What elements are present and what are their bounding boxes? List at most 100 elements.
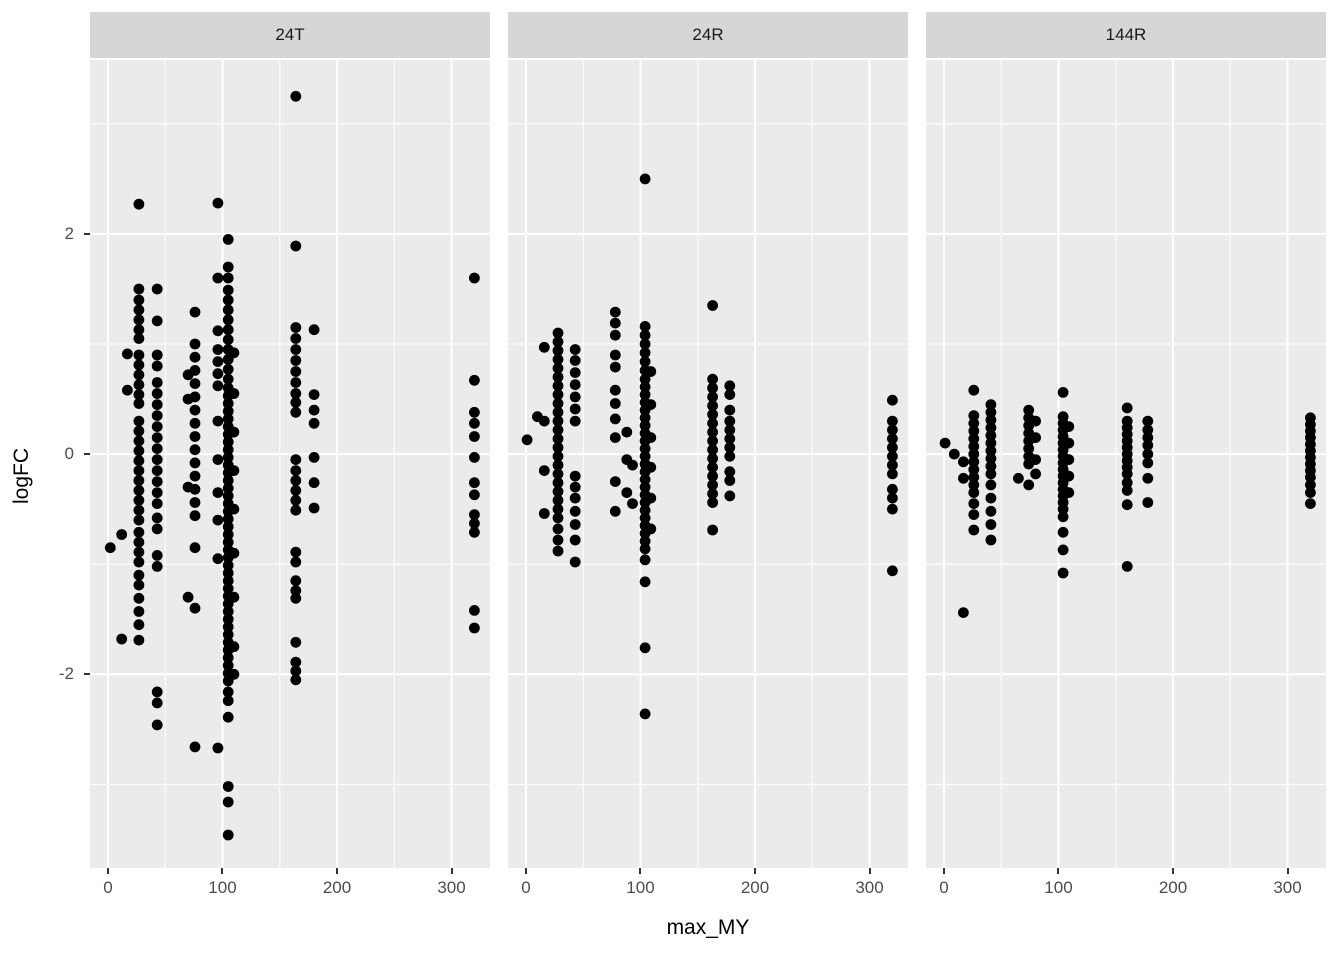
x-tick-mark xyxy=(1172,868,1174,874)
data-point xyxy=(151,487,163,498)
data-point xyxy=(469,406,480,418)
data-point xyxy=(968,487,980,498)
data-point xyxy=(645,366,657,377)
data-point xyxy=(552,450,564,462)
data-point xyxy=(151,432,163,443)
data-point xyxy=(222,363,234,375)
data-point xyxy=(639,481,651,493)
data-point xyxy=(707,300,718,311)
data-point xyxy=(569,391,581,403)
data-point xyxy=(609,329,621,341)
facet-strip-24T: 24T xyxy=(90,12,490,58)
data-point xyxy=(1305,471,1316,483)
data-point xyxy=(469,622,480,634)
data-point xyxy=(133,324,145,336)
data-point xyxy=(1121,499,1133,511)
data-point xyxy=(538,341,550,353)
data-point xyxy=(1142,457,1154,469)
data-point xyxy=(639,708,651,720)
data-point xyxy=(308,502,320,514)
x-tick-mark xyxy=(639,868,642,874)
data-point xyxy=(645,399,657,410)
y-tick-label: -2 xyxy=(58,664,74,684)
data-point xyxy=(887,433,898,445)
data-point xyxy=(151,512,163,524)
data-point xyxy=(151,421,163,432)
data-point xyxy=(290,546,302,558)
x-tick-label: 0 xyxy=(103,878,113,897)
data-point xyxy=(1121,468,1133,480)
data-point xyxy=(290,656,302,668)
data-point xyxy=(552,545,564,557)
data-point xyxy=(569,505,581,517)
data-point xyxy=(645,523,657,535)
data-point xyxy=(151,523,163,535)
data-point xyxy=(222,452,234,463)
data-point xyxy=(290,388,302,399)
data-point xyxy=(222,575,234,587)
data-point xyxy=(724,475,736,486)
data-point xyxy=(308,389,320,400)
data-point xyxy=(639,443,651,454)
data-point xyxy=(189,741,201,753)
data-point xyxy=(290,665,302,677)
data-point xyxy=(469,509,480,520)
data-point xyxy=(707,444,718,456)
data-point xyxy=(222,583,234,594)
data-point xyxy=(621,426,633,438)
data-point xyxy=(133,485,145,496)
data-point xyxy=(968,425,980,437)
data-point xyxy=(222,234,234,245)
data-point xyxy=(133,415,145,427)
data-point xyxy=(189,351,201,363)
x-tick-mark xyxy=(221,868,224,874)
data-point xyxy=(985,479,997,491)
data-point xyxy=(552,415,564,427)
data-point xyxy=(290,592,302,604)
data-point xyxy=(122,384,133,396)
data-point xyxy=(151,283,163,295)
data-point xyxy=(639,450,651,462)
data-point xyxy=(707,497,718,508)
data-point xyxy=(639,389,651,400)
data-point xyxy=(290,475,302,486)
data-point xyxy=(968,464,980,475)
data-point xyxy=(1142,432,1154,443)
data-point xyxy=(189,497,201,508)
data-point xyxy=(609,505,621,517)
data-point xyxy=(1057,511,1069,523)
data-point xyxy=(968,441,980,452)
data-point xyxy=(469,272,480,284)
data-point xyxy=(639,420,651,431)
data-point xyxy=(222,482,234,494)
data-point xyxy=(1023,479,1035,491)
data-point xyxy=(222,334,234,345)
data-point xyxy=(887,415,898,427)
x-tick-label: 200 xyxy=(322,878,352,897)
data-point xyxy=(189,378,201,389)
data-point xyxy=(189,431,201,442)
data-point xyxy=(552,336,564,348)
data-point xyxy=(133,504,145,516)
data-point xyxy=(724,424,736,436)
data-point xyxy=(707,488,718,500)
x-tick-mark xyxy=(524,868,527,874)
data-point xyxy=(968,384,980,396)
data-point xyxy=(639,381,651,393)
data-point xyxy=(552,398,564,409)
data-point xyxy=(151,443,163,454)
data-point xyxy=(222,660,234,671)
data-point xyxy=(639,173,651,185)
data-point xyxy=(133,634,145,646)
data-point xyxy=(189,306,201,318)
data-point xyxy=(724,466,736,478)
x-tick-mark xyxy=(106,868,109,874)
data-point xyxy=(290,454,302,465)
data-point xyxy=(290,575,302,587)
data-point xyxy=(985,505,997,517)
data-point xyxy=(222,314,234,326)
data-point xyxy=(222,261,234,273)
data-point xyxy=(985,534,997,546)
data-point xyxy=(469,452,480,463)
data-point xyxy=(290,397,302,408)
